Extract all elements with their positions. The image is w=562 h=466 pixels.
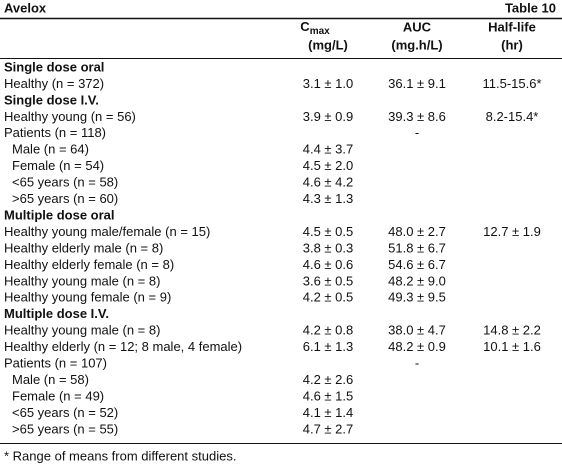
header-cmax: Cmax bbox=[300, 19, 330, 36]
table-number: Table 10 bbox=[505, 0, 556, 15]
cmax-main: C bbox=[300, 19, 310, 34]
row-label: Healthy young male (n = 8) bbox=[4, 273, 160, 288]
cell-cmax: 3.8 ± 0.3 bbox=[303, 240, 354, 255]
cell-auc: - bbox=[415, 125, 419, 140]
header-half-life-unit: (hr) bbox=[501, 37, 523, 52]
row-label: Healthy young female (n = 9) bbox=[4, 290, 171, 305]
section-heading: Single dose I.V. bbox=[4, 92, 99, 107]
cell-cmax: 4.6 ± 1.5 bbox=[303, 388, 354, 403]
cell-half-life: 8.2-15.4* bbox=[486, 109, 539, 124]
row-label: Male (n = 64) bbox=[12, 142, 89, 157]
cell-cmax: 4.6 ± 0.6 bbox=[303, 257, 354, 272]
row-label: Healthy elderly male (n = 8) bbox=[4, 240, 163, 255]
cmax-sub: max bbox=[310, 26, 330, 37]
header-half-life: Half-life bbox=[488, 19, 536, 34]
cell-auc: 48.2 ± 9.0 bbox=[388, 273, 446, 288]
cell-cmax: 4.3 ± 1.3 bbox=[303, 191, 354, 206]
row-label: Patients (n = 107) bbox=[4, 356, 107, 371]
row-label: Healthy young male/female (n = 15) bbox=[4, 224, 210, 239]
cell-cmax: 4.6 ± 4.2 bbox=[303, 175, 354, 190]
cell-cmax: 6.1 ± 1.3 bbox=[303, 339, 354, 354]
cell-auc: 38.0 ± 4.7 bbox=[388, 323, 446, 338]
row-label: Healthy (n = 372) bbox=[4, 76, 104, 91]
cell-cmax: 4.1 ± 1.4 bbox=[303, 405, 354, 420]
table-body: Single dose oral Healthy (n = 372) 3.1 ± 1… bbox=[4, 59, 542, 436]
cell-cmax: 4.7 ± 2.7 bbox=[303, 421, 354, 436]
cell-auc: 49.3 ± 9.5 bbox=[388, 290, 446, 305]
header-cmax-unit: (mg/L) bbox=[308, 37, 348, 52]
row-label: Female (n = 49) bbox=[12, 388, 104, 403]
header-auc-unit: (mg.h/L) bbox=[391, 37, 442, 52]
cell-cmax: 3.6 ± 0.5 bbox=[303, 273, 354, 288]
cell-auc: 54.6 ± 6.7 bbox=[388, 257, 446, 272]
row-label: Patients (n = 118) bbox=[4, 125, 106, 140]
cell-cmax: 4.5 ± 0.5 bbox=[303, 224, 354, 239]
row-label: Healthy young male (n = 8) bbox=[4, 323, 160, 338]
cell-auc: 39.3 ± 8.6 bbox=[388, 109, 446, 124]
cell-half-life: 14.8 ± 2.2 bbox=[483, 323, 541, 338]
row-label: >65 years (n = 55) bbox=[12, 421, 118, 436]
row-label: <65 years (n = 58) bbox=[12, 175, 118, 190]
section-heading: Multiple dose oral bbox=[4, 207, 115, 222]
row-label: Female (n = 54) bbox=[12, 158, 104, 173]
cell-cmax: 3.9 ± 0.9 bbox=[303, 109, 354, 124]
row-label: Healthy elderly female (n = 8) bbox=[4, 257, 174, 272]
title: Avelox bbox=[4, 0, 47, 15]
cell-auc: 48.0 ± 2.7 bbox=[388, 224, 446, 239]
cell-cmax: 4.2 ± 2.6 bbox=[303, 372, 354, 387]
header-auc: AUC bbox=[403, 19, 432, 34]
cell-auc: 51.8 ± 6.7 bbox=[388, 240, 446, 255]
section-heading: Single dose oral bbox=[4, 59, 104, 74]
cell-cmax: 3.1 ± 1.0 bbox=[303, 76, 354, 91]
cell-auc: - bbox=[415, 356, 419, 371]
cell-auc: 36.1 ± 9.1 bbox=[388, 76, 446, 91]
row-label: Healthy young (n = 56) bbox=[4, 109, 136, 124]
row-label: Male (n = 58) bbox=[12, 372, 89, 387]
cell-half-life: 12.7 ± 1.9 bbox=[483, 224, 541, 239]
row-label: >65 years (n = 60) bbox=[12, 191, 118, 206]
cell-half-life: 10.1 ± 1.6 bbox=[483, 339, 541, 354]
footnote: * Range of means from different studies. bbox=[4, 448, 236, 463]
row-label: <65 years (n = 52) bbox=[12, 405, 118, 420]
cell-auc: 48.2 ± 0.9 bbox=[388, 339, 446, 354]
cell-cmax: 4.2 ± 0.5 bbox=[303, 290, 354, 305]
cell-cmax: 4.5 ± 2.0 bbox=[303, 158, 354, 173]
cell-half-life: 11.5-15.6* bbox=[482, 76, 541, 91]
cell-cmax: 4.4 ± 3.7 bbox=[303, 142, 354, 157]
cell-cmax: 4.2 ± 0.8 bbox=[303, 323, 354, 338]
section-heading: Multiple dose I.V. bbox=[4, 306, 109, 321]
row-label: Healthy elderly (n = 12; 8 male, 4 femal… bbox=[4, 339, 242, 354]
